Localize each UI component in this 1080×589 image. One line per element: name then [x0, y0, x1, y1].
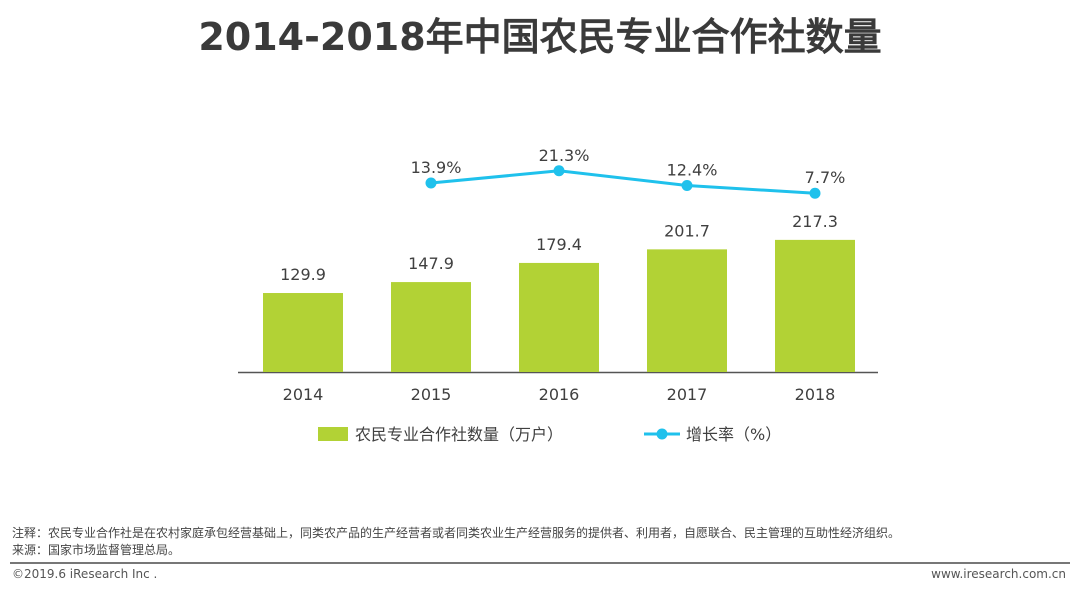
- bar-label: 147.9: [408, 254, 454, 273]
- footer-divider: [10, 562, 1070, 564]
- chart-title: 2014-2018年中国农民专业合作社数量: [198, 15, 882, 59]
- bar: [263, 293, 343, 372]
- source-note: 来源：国家市场监督管理总局。: [12, 543, 181, 557]
- growth-label: 7.7%: [805, 168, 846, 187]
- footnote: 注释：农民专业合作社是在农村家庭承包经营基础上，同类农产品的生产经营者或者同类农…: [12, 526, 901, 540]
- growth-point: [425, 177, 437, 189]
- bar: [391, 282, 471, 372]
- legend-bar-label: 农民专业合作社数量（万户）: [355, 425, 563, 444]
- bar-label: 201.7: [664, 221, 710, 240]
- copyright: ©2019.6 iResearch Inc .: [12, 567, 158, 581]
- growth-label: 13.9%: [411, 158, 462, 177]
- x-tick-label: 2016: [539, 385, 580, 404]
- growth-label: 21.3%: [539, 146, 590, 165]
- x-tick-label: 2015: [411, 385, 452, 404]
- growth-point: [809, 187, 821, 199]
- growth-line: [430, 169, 816, 195]
- bar-label: 179.4: [536, 235, 582, 254]
- legend-line-marker: [656, 428, 668, 440]
- legend-line-label: 增长率（%）: [686, 425, 781, 444]
- bar-label: 217.3: [792, 212, 838, 231]
- growth-point: [681, 179, 693, 191]
- x-tick-label: 2018: [795, 385, 836, 404]
- bar: [519, 262, 599, 372]
- legend-bar-swatch: [318, 427, 348, 441]
- chart: 129.9 2014 147.9 2015 179.4 2016 201.7 2017 217.…: [238, 146, 878, 444]
- growth-point: [553, 165, 565, 177]
- bar: [647, 249, 727, 372]
- bar: [775, 239, 855, 372]
- website: www.iresearch.com.cn: [931, 567, 1066, 581]
- bar-label: 129.9: [280, 265, 326, 284]
- growth-label: 12.4%: [667, 160, 718, 179]
- x-tick-label: 2014: [283, 385, 324, 404]
- x-tick-label: 2017: [667, 385, 708, 404]
